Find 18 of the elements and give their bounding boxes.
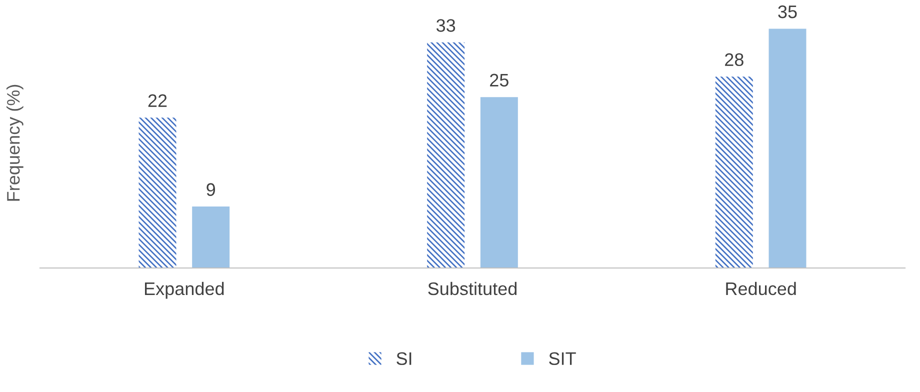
bar (192, 206, 230, 268)
bar (480, 97, 518, 268)
legend-label: SI (396, 352, 412, 366)
y-axis-title: Frequency (%) (6, 84, 24, 201)
legend-label: SIT (549, 352, 576, 366)
bar (427, 42, 465, 268)
bar (715, 76, 753, 268)
x-tick-label: Reduced (726, 282, 796, 296)
data-label: 35 (778, 5, 797, 18)
bar (138, 118, 176, 268)
data-label: 25 (490, 74, 508, 87)
bar (768, 28, 806, 268)
x-tick-label: Expanded (144, 282, 224, 299)
x-tick-label: Substituted (428, 282, 517, 296)
data-label: 22 (148, 94, 167, 107)
data-label: 28 (725, 53, 744, 66)
data-label: 33 (436, 19, 456, 32)
data-label: 9 (206, 183, 216, 196)
